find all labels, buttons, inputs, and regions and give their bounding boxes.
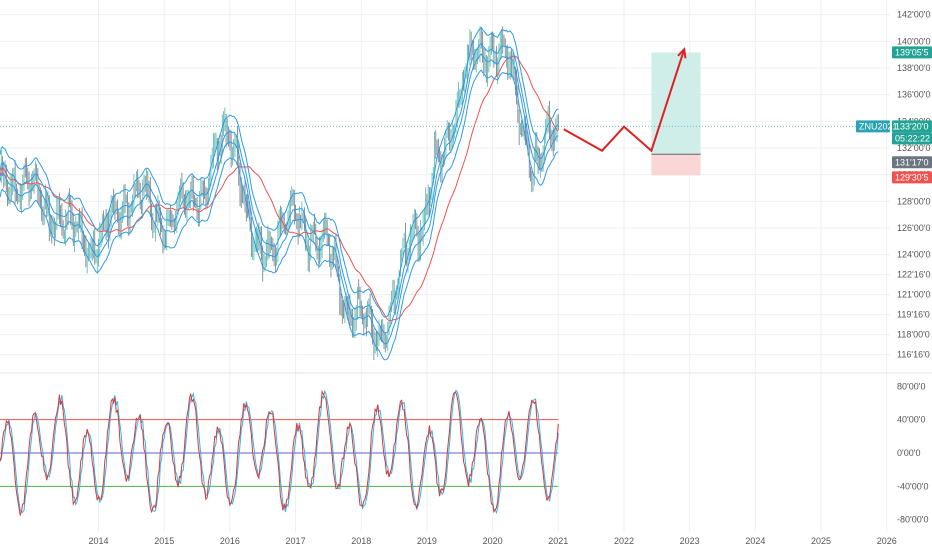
time-tick-label: 2017 <box>286 536 306 546</box>
price-tick-label: 136'00'0 <box>897 90 930 100</box>
oscillator-pane <box>0 389 559 517</box>
entry-price-badge-bg <box>892 156 932 169</box>
symbol-badge-bg <box>856 120 890 133</box>
time-tick-label: 2020 <box>483 536 503 546</box>
target-price-badge-bg <box>892 46 932 59</box>
inner-band-line <box>0 53 559 345</box>
price-tick-label: 124'00'0 <box>897 250 930 260</box>
entry-price-badge: 131'17'0 <box>895 157 928 167</box>
time-tick-label: 2023 <box>680 536 700 546</box>
price-tick-label: 116'16'0 <box>897 350 930 360</box>
time-tick-label: 2025 <box>811 536 831 546</box>
projection-arrowhead <box>677 47 687 59</box>
osc-signal-line <box>0 389 559 515</box>
axes: 142'00'0140'00'0138'00'0136'00'0134'00'0… <box>89 10 931 546</box>
last-price-badge: 133'20'0 <box>895 121 928 131</box>
time-tick-label: 2015 <box>154 536 174 546</box>
osc-tick-label: -40'00'0 <box>897 481 928 491</box>
time-tick-label: 2021 <box>548 536 568 546</box>
stop-price-badge: 129'30'5 <box>895 172 928 182</box>
stop-zone <box>651 154 701 176</box>
price-tick-label: 122'16'0 <box>897 270 930 280</box>
target-zone <box>651 52 701 155</box>
envelope-bands <box>0 26 559 361</box>
price-tick-label: 138'00'0 <box>897 63 930 73</box>
countdown-badge: 05:22:22 <box>895 133 930 143</box>
price-tick-label: 132'00'0 <box>897 143 930 153</box>
price-tick-label: 128'00'0 <box>897 196 930 206</box>
time-tick-label: 2019 <box>417 536 437 546</box>
price-bars <box>0 26 559 361</box>
time-tick-label: 2024 <box>745 536 765 546</box>
moving-average <box>0 55 559 322</box>
osc-tick-label: 0'00'0 <box>897 448 920 458</box>
outer-band-line <box>0 69 559 361</box>
osc-main-line <box>0 389 559 517</box>
last-price-badge-bg <box>892 120 932 133</box>
projection <box>563 47 687 153</box>
target-price-badge: 139'05'5 <box>895 47 928 57</box>
time-tick-label: 2022 <box>614 536 634 546</box>
grid <box>0 0 932 532</box>
price-tick-label: 142'00'0 <box>897 10 930 20</box>
price-tick-label: 140'00'0 <box>897 36 930 46</box>
countdown-badge-bg <box>892 132 932 145</box>
price-tick-label: 118'00'0 <box>897 330 930 340</box>
outer-band-line <box>0 26 559 318</box>
time-tick-label: 2018 <box>351 536 371 546</box>
symbol-badge: ZNU2021 <box>859 121 898 131</box>
osc-tick-label: 80'00'0 <box>897 381 925 391</box>
price-tick-label: 126'00'0 <box>897 223 930 233</box>
price-tick-label: 119'16'0 <box>897 310 930 320</box>
inner-band-line <box>0 42 559 334</box>
time-tick-label: 2026 <box>877 536 897 546</box>
osc-tick-label: -80'00'0 <box>897 515 928 525</box>
time-tick-label: 2014 <box>89 536 109 546</box>
ma-line <box>0 55 559 322</box>
time-tick-label: 2016 <box>220 536 240 546</box>
stop-price-badge-bg <box>892 171 932 184</box>
osc-tick-label: 40'00'0 <box>897 415 925 425</box>
price-tick-label: 121'00'0 <box>897 290 930 300</box>
position-zones <box>0 52 890 176</box>
price-badges: 139'05'5 133'20'0 05:22:22 131'17'0 129'30'5… <box>856 46 932 184</box>
projection-path <box>563 48 686 153</box>
